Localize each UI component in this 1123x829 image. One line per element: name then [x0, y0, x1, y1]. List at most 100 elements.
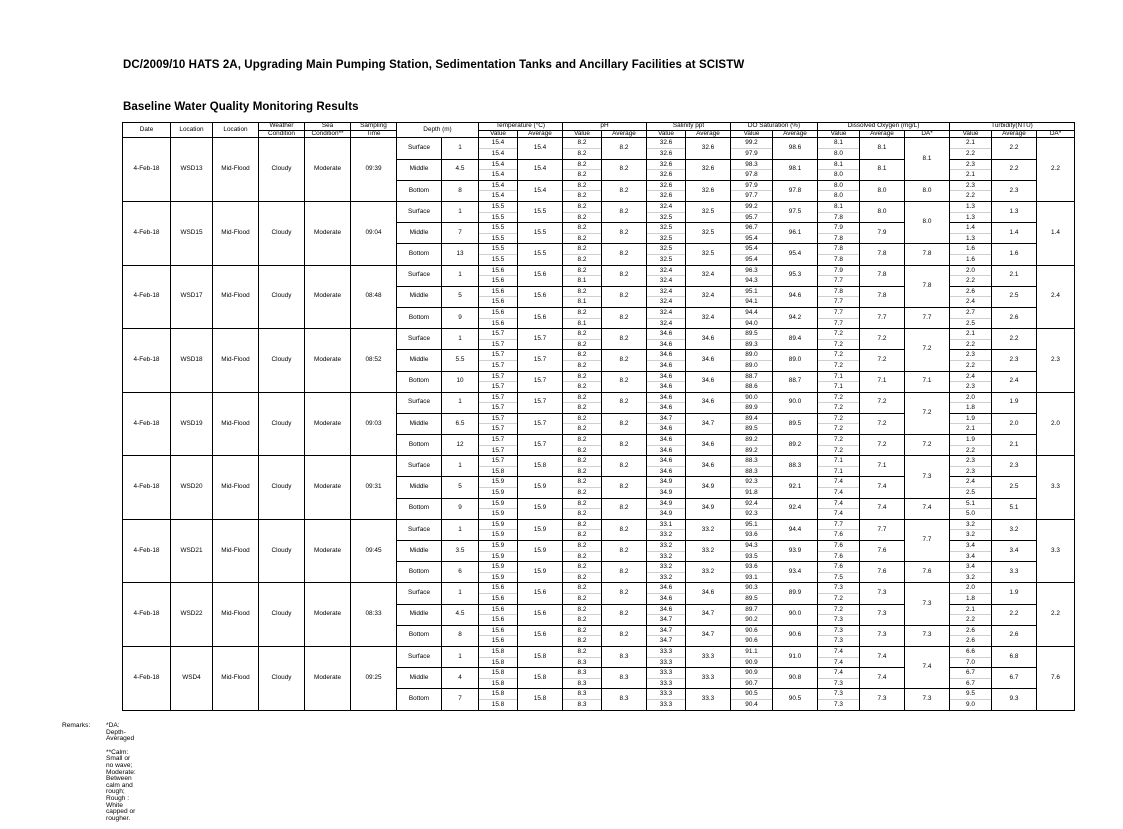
cell-temperature-average: 15.9	[517, 561, 563, 584]
cell-do-saturation-values: 95.4 95.4	[730, 243, 773, 266]
cell-temperature-average: 15.7	[517, 370, 563, 393]
cell-location1: WSD21	[170, 518, 213, 584]
cell-depth-label: Bottom	[396, 243, 442, 266]
cell-ph-average: 8.2	[601, 158, 647, 181]
cell-sampling-time: 09:39	[350, 137, 397, 202]
cell-depth-value: 13	[441, 243, 479, 266]
cell-temperature-values: 15.5 15.5	[478, 222, 518, 245]
cell-ph-average: 8.2	[601, 222, 647, 245]
cell-turbidity-average: 6.8	[991, 645, 1037, 669]
cell-sea-condition: Moderate	[304, 582, 351, 647]
cell-depth-label: Bottom	[396, 688, 442, 711]
cell-salinity-values: 32.5 32.5	[646, 222, 686, 245]
cell-ph-values: 8.2 8.2	[562, 582, 602, 605]
cell-salinity-values: 34.9 34.9	[646, 497, 686, 520]
cell-dissolved-oxygen-da: 7.3	[904, 455, 950, 499]
cell-do-saturation-values: 90.5 90.4	[730, 688, 773, 711]
cell-do-saturation-average: 97.8	[772, 179, 818, 203]
cell-salinity-average: 33.3	[685, 645, 731, 669]
cell-turbidity-average: 2.0	[991, 412, 1037, 436]
cell-ph-average: 8.2	[601, 624, 647, 647]
cell-turbidity-average: 2.6	[991, 306, 1037, 330]
cell-ph-average: 8.2	[601, 603, 647, 626]
cell-temperature-average: 15.4	[517, 137, 563, 160]
cell-temperature-values: 15.7 15.8	[478, 455, 518, 478]
document-title: DC/2009/10 HATS 2A, Upgrading Main Pumpi…	[123, 59, 745, 71]
cell-ph-values: 8.2 8.2	[562, 455, 602, 478]
cell-temperature-average: 15.9	[517, 476, 563, 499]
cell-turbidity-average: 1.9	[991, 582, 1037, 605]
cell-depth-label: Surface	[396, 645, 442, 669]
table-row: Middle 4 15.8 15.8 15.8 8.3 8.3 8.3 33.3 33.3 33.3…	[123, 667, 1075, 690]
cell-location2: Mid-Flood	[212, 328, 259, 393]
cell-weather-condition: Cloudy	[258, 455, 305, 520]
col-header-dissolved-oxygen: Dissolved Oxygen (mg/L)	[817, 122, 950, 131]
cell-temperature-values: 15.6 15.6	[478, 582, 518, 605]
table-row: 4-Feb-18 WSD19 Mid-Flood Cloudy Moderate 09:0…	[122, 391, 1075, 457]
cell-weather-condition: Cloudy	[258, 264, 305, 330]
cell-turbidity-values: 1.4 1.3	[949, 222, 992, 245]
cell-do-saturation-values: 96.3 94.3	[730, 264, 773, 287]
cell-depth-value: 1	[441, 328, 479, 351]
col-header-date: Date	[122, 121, 171, 139]
cell-depth-label: Surface	[396, 455, 442, 478]
col-header-sea-line2: Condition**	[304, 129, 351, 139]
table-row: Middle 5.5 15.7 15.7 15.7 8.2 8.2 8.2 34.6 34.6 34…	[123, 349, 1075, 372]
cell-dissolved-oxygen-values: 7.8 7.7	[817, 285, 860, 308]
table-row: Bottom 9 15.6 15.6 15.6 8.2 8.1 8.2 32.4 32.4 32.4…	[123, 306, 1075, 330]
remark-line-2: **Calm: Small or no wave; Moderate: Betw…	[106, 748, 136, 822]
cell-do-saturation-average: 96.1	[772, 222, 818, 245]
cell-turbidity-average: 2.2	[991, 137, 1037, 160]
table-row: Bottom 7 15.8 15.8 15.8 8.3 8.3 8.3 33.3 33.3 33.3…	[123, 688, 1075, 711]
cell-do-saturation-average: 98.6	[772, 137, 818, 160]
cell-do-saturation-average: 93.4	[772, 561, 818, 584]
cell-salinity-average: 34.6	[685, 434, 731, 457]
cell-dissolved-oxygen-values: 7.4 7.4	[817, 497, 860, 520]
cell-dissolved-oxygen-values: 7.9 7.8	[817, 222, 860, 245]
cell-temperature-values: 15.9 15.9	[478, 497, 518, 520]
cell-depth-value: 1	[441, 391, 479, 414]
cell-turbidity-average: 2.4	[991, 370, 1037, 393]
cell-ph-average: 8.2	[601, 328, 647, 351]
cell-temperature-average: 15.7	[517, 391, 563, 414]
cell-do-saturation-average: 89.2	[772, 434, 818, 457]
cell-salinity-average: 34.6	[685, 328, 731, 351]
cell-dissolved-oxygen-values: 7.2 7.2	[817, 328, 860, 351]
cell-turbidity-average: 1.4	[991, 222, 1037, 245]
cell-ph-average: 8.2	[601, 539, 647, 563]
table-row: 4-Feb-18 WSD21 Mid-Flood Cloudy Moderate 09:4…	[122, 518, 1075, 584]
col-header-depth: Depth (m)	[396, 121, 479, 139]
cell-sampling-time: 08:52	[350, 328, 397, 393]
cell-salinity-values: 32.4 32.4	[646, 285, 686, 308]
cell-weather-condition: Cloudy	[258, 201, 305, 266]
cell-depth-label: Middle	[396, 412, 442, 436]
cell-location1: WSD22	[170, 582, 213, 647]
col-header-turbidity-da: DA*	[1036, 129, 1075, 139]
cell-do-saturation-average: 95.4	[772, 243, 818, 266]
cell-do-saturation-values: 99.2 95.7	[730, 200, 773, 224]
cell-temperature-values: 15.5 15.5	[478, 243, 518, 266]
cell-turbidity-average: 3.4	[991, 539, 1037, 563]
cell-do-saturation-values: 90.0 89.9	[730, 391, 773, 414]
cell-depth-value: 5	[441, 476, 479, 499]
cell-do-saturation-values: 99.2 97.9	[730, 137, 773, 160]
cell-dissolved-oxygen-da: 7.1	[904, 370, 950, 393]
cell-sea-condition: Moderate	[304, 137, 351, 202]
cell-turbidity-average: 1.6	[991, 243, 1037, 266]
cell-turbidity-average: 2.3	[991, 349, 1037, 372]
cell-depth-value: 7	[441, 688, 479, 711]
col-header-location2: Location	[212, 121, 259, 139]
cell-salinity-values: 33.3 33.3	[646, 688, 686, 711]
table-row: 4-Feb-18 WSD18 Mid-Flood Cloudy Moderate 08:5…	[122, 328, 1075, 393]
col-header-turbidity-value: Value	[949, 129, 992, 139]
cell-location2: Mid-Flood	[212, 645, 259, 711]
cell-dissolved-oxygen-values: 7.2 7.2	[817, 349, 860, 372]
cell-dissolved-oxygen-values: 7.4 7.4	[817, 476, 860, 499]
cell-depth-label: Middle	[396, 476, 442, 499]
cell-temperature-values: 15.7 15.7	[478, 328, 518, 351]
cell-salinity-values: 34.9 34.9	[646, 476, 686, 499]
cell-ph-average: 8.2	[601, 455, 647, 478]
cell-turbidity-da: 2.2	[1036, 582, 1075, 647]
col-header-time-line1: Sampling	[350, 122, 397, 131]
cell-depth-value: 1	[441, 645, 479, 669]
